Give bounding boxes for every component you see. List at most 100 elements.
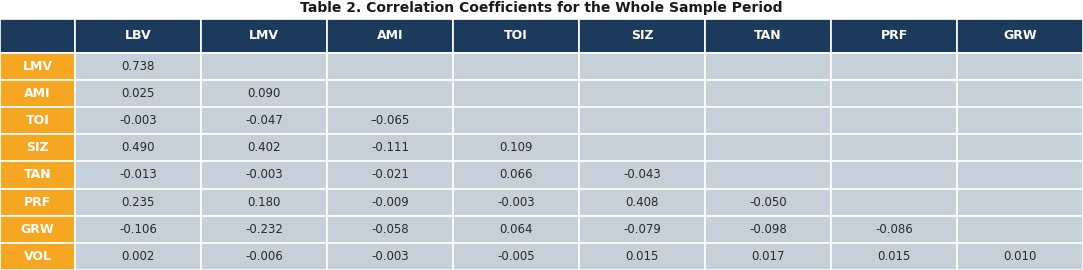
Text: 0.010: 0.010 [1003, 250, 1036, 263]
Bar [75, 216, 201, 243]
Bar [831, 19, 957, 53]
Text: GRW: GRW [21, 223, 54, 236]
Bar [579, 19, 705, 53]
Text: -0.003: -0.003 [245, 168, 283, 181]
Text: 0.490: 0.490 [121, 141, 155, 154]
Text: 0.408: 0.408 [625, 196, 658, 209]
Bar [201, 216, 327, 243]
Bar [327, 243, 453, 270]
Text: -0.003: -0.003 [497, 196, 535, 209]
Bar [0, 19, 75, 53]
Bar [75, 188, 201, 216]
Text: -0.106: -0.106 [119, 223, 157, 236]
Bar [201, 19, 327, 53]
Bar [201, 53, 327, 80]
Bar [831, 216, 957, 243]
Text: 0.002: 0.002 [121, 250, 155, 263]
Text: 0.066: 0.066 [499, 168, 533, 181]
Text: 0.109: 0.109 [499, 141, 533, 154]
Bar [957, 53, 1083, 80]
Bar [957, 161, 1083, 188]
Bar [75, 80, 201, 107]
Bar [0, 53, 75, 80]
Bar [957, 216, 1083, 243]
Text: 0.017: 0.017 [752, 250, 785, 263]
Bar [201, 243, 327, 270]
Text: 0.738: 0.738 [121, 60, 155, 73]
Text: -0.009: -0.009 [371, 196, 409, 209]
Text: TAN: TAN [754, 29, 782, 42]
Bar [453, 19, 579, 53]
Bar [201, 161, 327, 188]
Bar [453, 161, 579, 188]
Bar [705, 134, 831, 161]
Text: 0.235: 0.235 [121, 196, 155, 209]
Bar [75, 107, 201, 134]
Text: 0.180: 0.180 [247, 196, 280, 209]
Bar [579, 134, 705, 161]
Text: -0.098: -0.098 [749, 223, 787, 236]
Bar [0, 243, 75, 270]
Bar [579, 80, 705, 107]
Text: 0.015: 0.015 [625, 250, 658, 263]
Text: 0.025: 0.025 [121, 87, 155, 100]
Bar [705, 161, 831, 188]
Bar [705, 188, 831, 216]
Bar [453, 216, 579, 243]
Text: SIZ: SIZ [630, 29, 653, 42]
Bar [0, 161, 75, 188]
Text: -0.047: -0.047 [245, 114, 283, 127]
Bar [0, 107, 75, 134]
Bar [705, 243, 831, 270]
Bar [75, 161, 201, 188]
Bar [831, 243, 957, 270]
Bar [831, 134, 957, 161]
Bar [201, 188, 327, 216]
Text: 0.090: 0.090 [247, 87, 280, 100]
Bar [705, 216, 831, 243]
Bar [579, 107, 705, 134]
Bar [831, 107, 957, 134]
Bar [453, 243, 579, 270]
Bar [453, 80, 579, 107]
Text: TOI: TOI [504, 29, 527, 42]
Bar [705, 80, 831, 107]
Bar [327, 134, 453, 161]
Text: TAN: TAN [24, 168, 51, 181]
Text: -0.086: -0.086 [875, 223, 913, 236]
Bar [327, 188, 453, 216]
Bar [327, 161, 453, 188]
Bar [0, 134, 75, 161]
Bar [453, 188, 579, 216]
Text: -0.050: -0.050 [749, 196, 787, 209]
Text: -0.003: -0.003 [119, 114, 157, 127]
Bar [0, 188, 75, 216]
Bar [0, 216, 75, 243]
Text: -0.005: -0.005 [497, 250, 535, 263]
Bar [327, 80, 453, 107]
Bar [75, 19, 201, 53]
Bar [75, 53, 201, 80]
Bar [327, 19, 453, 53]
Text: 0.402: 0.402 [247, 141, 280, 154]
Bar [579, 243, 705, 270]
Text: -0.003: -0.003 [371, 250, 408, 263]
Text: LMV: LMV [23, 60, 52, 73]
Bar [957, 80, 1083, 107]
Bar [705, 107, 831, 134]
Bar [75, 134, 201, 161]
Bar [831, 53, 957, 80]
Bar [327, 53, 453, 80]
Bar [831, 188, 957, 216]
Bar [957, 188, 1083, 216]
Text: -0.058: -0.058 [371, 223, 408, 236]
Text: TOI: TOI [26, 114, 50, 127]
Bar [201, 134, 327, 161]
Bar [957, 134, 1083, 161]
Text: -0.013: -0.013 [119, 168, 157, 181]
Bar [957, 19, 1083, 53]
Bar [0, 80, 75, 107]
Text: SIZ: SIZ [26, 141, 49, 154]
Bar [453, 134, 579, 161]
Text: AMI: AMI [377, 29, 403, 42]
